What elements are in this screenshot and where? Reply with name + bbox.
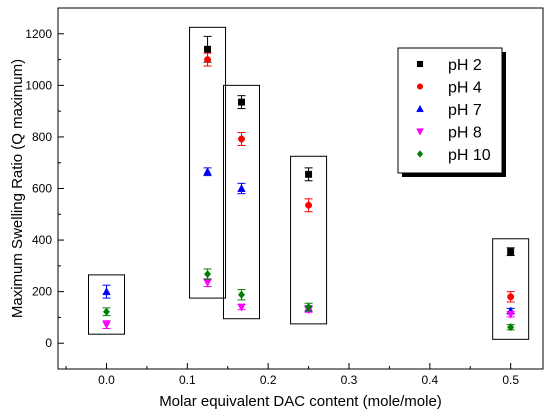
data-point-triangle-up [203, 167, 212, 176]
x-tick-label: 0.1 [179, 373, 196, 387]
data-points [102, 35, 515, 332]
data-point-triangle-down [237, 303, 246, 312]
legend-box [397, 47, 503, 174]
data-point-diamond [305, 302, 313, 312]
data-point-circle [238, 135, 245, 143]
group-box [189, 26, 227, 299]
data-point-diamond [102, 307, 111, 316]
legend-label: pH 8 [448, 125, 482, 142]
data-point-diamond [237, 290, 246, 299]
data-point-triangle-up [237, 183, 246, 192]
y-tick-label: 200 [32, 285, 52, 299]
x-axis: 0.0 0.1 0.2 0.3 0.4 0.5 [65, 363, 519, 387]
data-point-triangle-up [102, 287, 111, 296]
y-tick-label: 1000 [25, 78, 52, 92]
group-box [88, 274, 125, 335]
y-tick-label: 1200 [25, 27, 52, 41]
group-box [492, 238, 530, 340]
data-point-diamond [416, 150, 424, 158]
data-point-square [305, 170, 313, 178]
data-point-square [204, 45, 211, 53]
y-tick-label: 800 [32, 130, 52, 144]
data-point-circle [204, 56, 211, 64]
data-point-circle [416, 83, 424, 90]
group-box [222, 84, 260, 320]
x-tick-label: 0.4 [421, 373, 438, 387]
y-tick-label: 0 [45, 336, 52, 350]
group-box [290, 155, 328, 325]
x-tick-label: 0.0 [98, 373, 115, 387]
data-point-circle [507, 293, 515, 301]
legend-label: pH 7 [448, 102, 482, 119]
legend-label: pH 2 [448, 57, 482, 74]
x-axis-title: Molar equivalent DAC content (mole/mole) [159, 393, 442, 410]
y-axis: 0 200 400 600 800 1000 1200 [25, 27, 64, 350]
data-point-triangle-down [203, 279, 212, 288]
data-point-triangle-down [506, 310, 515, 319]
x-tick-label: 0.3 [341, 373, 358, 387]
y-tick-label: 400 [32, 233, 52, 247]
legend-label: pH 10 [448, 147, 491, 164]
data-point-square [507, 248, 515, 256]
legend: pH 2 pH 4 pH 7 pH 8 pH 10 [397, 47, 506, 177]
y-tick-label: 600 [32, 182, 52, 196]
legend-label: pH 4 [448, 80, 482, 97]
data-point-triangle-down [102, 321, 111, 330]
data-point-square [416, 60, 424, 68]
x-tick-label: 0.2 [260, 373, 277, 387]
group-boxes [88, 26, 530, 340]
data-point-triangle-down [416, 128, 424, 136]
data-point-circle [305, 201, 313, 209]
data-point-diamond [507, 323, 515, 332]
data-point-triangle-up [416, 104, 424, 113]
x-tick-label: 0.5 [502, 373, 519, 387]
y-axis-title: Maximum Swelling Ratio (Q maximum) [9, 59, 26, 318]
data-point-diamond [204, 269, 212, 279]
data-point-square [238, 98, 245, 106]
